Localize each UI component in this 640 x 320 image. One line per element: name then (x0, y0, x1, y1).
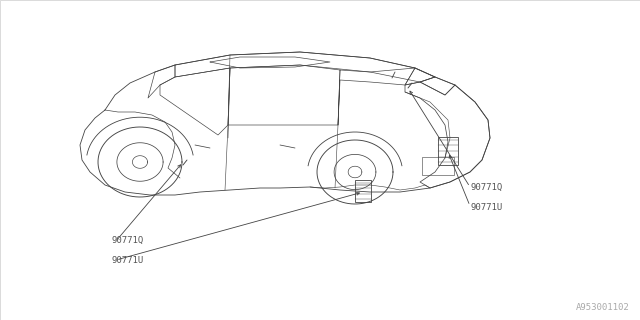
Text: 90771U: 90771U (470, 203, 502, 212)
Bar (422, 157, 454, 175)
Bar (355, 180, 371, 202)
Text: 90771Q: 90771Q (112, 236, 144, 245)
Text: 90771U: 90771U (112, 256, 144, 265)
Text: A953001102: A953001102 (576, 303, 630, 312)
Bar (438, 137, 458, 165)
Text: 90771Q: 90771Q (470, 183, 502, 192)
